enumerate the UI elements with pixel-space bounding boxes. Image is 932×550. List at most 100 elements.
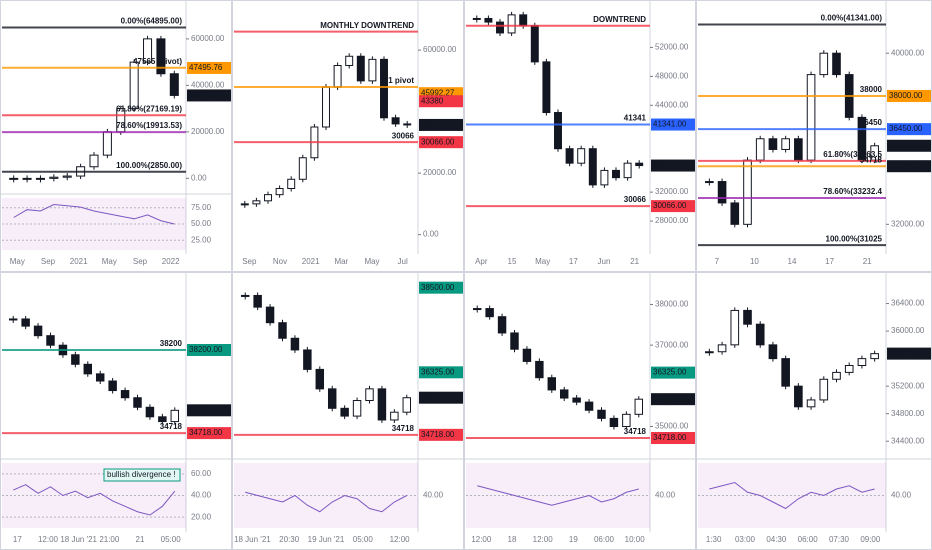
candle xyxy=(278,322,287,339)
candle xyxy=(403,123,412,126)
candle xyxy=(253,294,262,308)
price-tag-label: 45992.27 xyxy=(421,88,455,97)
candle xyxy=(547,377,557,391)
candle xyxy=(46,335,55,346)
candle xyxy=(303,349,312,370)
candle xyxy=(327,388,337,409)
x-tick-label: Apr xyxy=(475,257,488,266)
annotation: bullish divergence ! xyxy=(107,470,175,479)
level-label: 61.80%(27169.19) xyxy=(116,104,182,113)
annotation-box xyxy=(103,468,181,482)
chart-panel: 60000.00 20000.00 0.00 MONTHLY DOWNTREND W1 … xyxy=(232,0,464,272)
candle xyxy=(352,400,362,417)
x-tick-label: 2021 xyxy=(70,257,88,266)
candle xyxy=(832,52,841,76)
candle xyxy=(89,154,99,168)
candle xyxy=(565,148,574,164)
price-tag xyxy=(187,404,231,417)
x-tick-label: 12:00 xyxy=(471,535,492,544)
x-tick-label: 7 xyxy=(715,257,720,266)
candle xyxy=(597,409,606,419)
candle xyxy=(265,306,275,324)
candle xyxy=(530,25,539,63)
candle xyxy=(794,138,803,161)
y-tick-label: 52000.00 xyxy=(655,43,689,52)
level-label: 41341 xyxy=(624,114,647,123)
candle xyxy=(240,294,250,297)
candle xyxy=(169,73,179,96)
price-tag-label: 38200.00 xyxy=(189,345,223,354)
y-tick-label: 20000.00 xyxy=(423,168,457,177)
x-tick-label: Nov xyxy=(273,257,287,266)
candle xyxy=(755,138,765,161)
price-tag-label: 30066.00 xyxy=(653,201,687,210)
y-tick-label: 60000.00 xyxy=(191,34,225,43)
candle xyxy=(287,178,296,189)
price-tag xyxy=(651,200,695,213)
candle xyxy=(21,318,30,327)
candle xyxy=(485,308,494,318)
candle xyxy=(33,325,43,337)
x-tick-label: 10:00 xyxy=(625,535,646,544)
price-tag-label: 47495.76 xyxy=(189,63,223,72)
candle xyxy=(622,413,631,428)
x-tick-label: 06:00 xyxy=(594,535,615,544)
price-tag-label: 35672.62 xyxy=(189,405,223,414)
y-tick-label: 34800.00 xyxy=(891,409,925,418)
level-label: 100.00%(2850.00) xyxy=(116,161,182,170)
price-tag-label: 35672.62 xyxy=(421,120,455,129)
price-tag-label: 34718.00 xyxy=(189,428,223,437)
chart-panel: 34718 38500.00 36325.00 35672.62 34718.00 40.… xyxy=(232,272,464,550)
candle xyxy=(781,138,790,150)
rsi-tick-label: 50.00 xyxy=(191,219,212,228)
x-tick-label: 07:30 xyxy=(829,535,850,544)
candle xyxy=(705,181,714,184)
candle xyxy=(584,401,594,411)
candle xyxy=(819,378,829,401)
price-tag xyxy=(887,160,931,173)
chart-panel: 52000.00 48000.00 44000.00 32000.00 28000.00… xyxy=(464,0,696,272)
candle xyxy=(365,388,374,402)
y-tick-label: 44000.00 xyxy=(655,100,689,109)
price-tag xyxy=(187,89,231,102)
level-label: W1 pivot xyxy=(381,76,415,85)
x-tick-label: 12:00 xyxy=(533,535,554,544)
level-label: 36450 xyxy=(860,118,883,127)
candle xyxy=(143,38,153,63)
y-tick-label: 36000.00 xyxy=(891,326,925,335)
x-tick-label: 2021 xyxy=(302,257,320,266)
level-label: 34718 xyxy=(392,424,415,433)
price-tag-label: 34718.00 xyxy=(653,433,687,442)
level-label: DOWNTREND xyxy=(593,15,646,24)
candle xyxy=(507,14,516,34)
candle xyxy=(333,65,342,88)
price-tag xyxy=(419,391,463,404)
candle xyxy=(156,38,166,75)
level-label: 0.00%(41341.00) xyxy=(821,14,883,23)
price-tag xyxy=(419,366,463,379)
x-tick-label: 06:00 xyxy=(798,535,819,544)
price-tag xyxy=(419,95,463,108)
price-tag-label: 35672.62 xyxy=(653,394,687,403)
rsi-line xyxy=(13,484,176,516)
x-tick-label: 21 xyxy=(630,257,639,266)
level-label: 38200 xyxy=(160,339,183,348)
candle xyxy=(380,58,388,119)
price-tag xyxy=(887,89,931,102)
rsi-tick-label: 25.00 xyxy=(191,235,212,244)
x-tick-label: 03:00 xyxy=(735,535,756,544)
price-tag xyxy=(651,431,695,444)
rsi-line xyxy=(709,481,875,510)
candle xyxy=(35,177,45,180)
level-label: 30066 xyxy=(624,195,647,204)
candle xyxy=(554,112,562,150)
candle xyxy=(264,194,272,202)
x-tick-label: 1:30 xyxy=(706,535,722,544)
x-tick-label: 12:00 xyxy=(38,535,59,544)
candle xyxy=(83,363,93,375)
price-tag-label: 34718.00 xyxy=(889,161,923,170)
rsi-line xyxy=(477,485,639,506)
candle xyxy=(522,348,532,362)
candle xyxy=(588,148,597,186)
candle xyxy=(609,417,619,428)
